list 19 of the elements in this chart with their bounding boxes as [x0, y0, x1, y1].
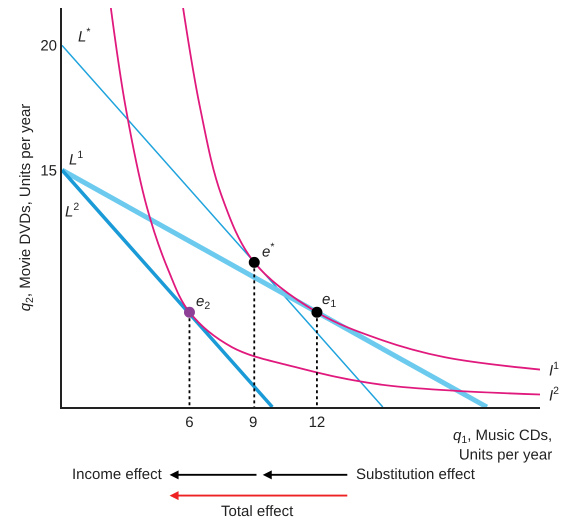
x-tick-label: 12 — [308, 414, 326, 431]
text: Total effect — [221, 503, 294, 520]
x-tick-label: 9 — [249, 414, 258, 431]
y-tick-label: 15 — [40, 162, 57, 180]
y-tick-label: 20 — [40, 38, 57, 55]
series-label: L$^{1}$ — [69, 149, 84, 168]
series-label: e$^{*}$ — [262, 241, 274, 260]
series-label: e$_{1}$ — [322, 291, 336, 310]
line-series — [110, 8, 540, 396]
line-series — [182, 8, 540, 370]
text: Substitution effect — [356, 466, 476, 483]
series-label: e$_{2}$ — [196, 293, 210, 312]
x-axis-title: q$_{1}$, Music CDs, Units per year — [453, 427, 552, 464]
series-label: L$^{*}$ — [78, 26, 90, 46]
series-label: I$^{1}$ — [549, 360, 560, 380]
series-label: L$^{2}$ — [65, 201, 80, 220]
text: Income effect — [72, 466, 163, 483]
x-tick-label: 6 — [185, 414, 194, 431]
series-label: I$^{2}$ — [549, 385, 560, 404]
